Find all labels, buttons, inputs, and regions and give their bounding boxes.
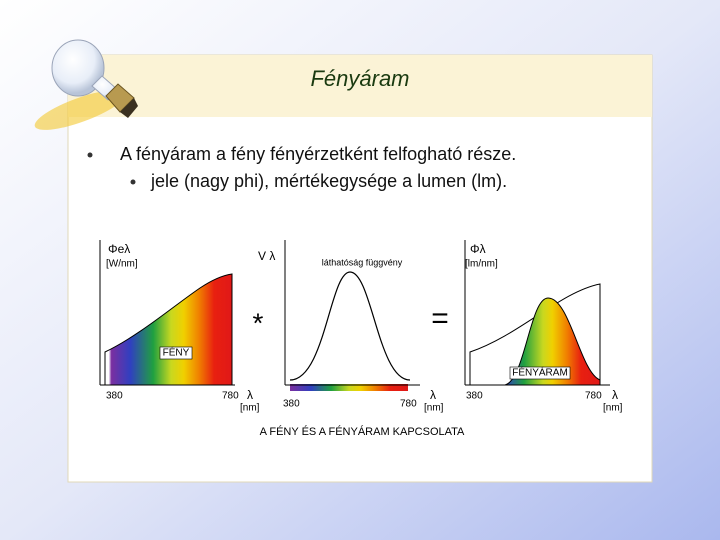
axis-unit: [lm/nm] bbox=[465, 259, 498, 270]
bullet-text: A fényáram a fény fényérzetként felfogha… bbox=[120, 144, 516, 164]
axis-start: 380 bbox=[466, 391, 483, 402]
curve-label: FÉNY bbox=[163, 346, 190, 359]
radiant-flux-curve bbox=[104, 273, 233, 386]
spectrum-bar bbox=[290, 384, 408, 391]
axes bbox=[99, 240, 610, 386]
axis-end: 780 bbox=[400, 399, 417, 410]
curve-label: FÉNYÁRAM bbox=[512, 366, 568, 379]
bullet-text: jele (nagy phi), mértékegysége a lumen (… bbox=[150, 171, 507, 191]
title-bar bbox=[68, 55, 652, 117]
axis-symbol: λ bbox=[612, 388, 618, 402]
operator: * bbox=[253, 307, 264, 338]
figure-caption: A FÉNY ÉS A FÉNYÁRAM KAPCSOLATA bbox=[260, 425, 465, 438]
axis-symbol: V λ bbox=[258, 249, 275, 263]
axis-unit: [nm] bbox=[240, 403, 260, 414]
axis-symbol: Φλ bbox=[470, 242, 486, 256]
figure bbox=[95, 228, 622, 445]
axis-symbol: λ bbox=[430, 388, 436, 402]
axis-start: 380 bbox=[283, 399, 300, 410]
axis-symbol: λ bbox=[247, 388, 253, 402]
curve-label: láthatóság függvény bbox=[322, 257, 403, 267]
bullet-marker bbox=[130, 179, 136, 185]
visibility-curve bbox=[289, 271, 411, 381]
luminous-flux-curve bbox=[504, 297, 601, 386]
axis-end: 780 bbox=[222, 391, 239, 402]
label-box bbox=[159, 346, 193, 360]
axis-unit: [W/nm] bbox=[106, 259, 138, 270]
label-box bbox=[509, 366, 571, 380]
axis-unit: [nm] bbox=[424, 403, 444, 414]
axis-symbol: Φeλ bbox=[108, 242, 130, 256]
axis-unit: [nm] bbox=[603, 403, 623, 414]
slide-title: Fényáram bbox=[310, 66, 409, 91]
axis-end: 780 bbox=[585, 391, 602, 402]
axis-start: 380 bbox=[106, 391, 123, 402]
bulb-icon bbox=[34, 39, 138, 130]
bullet-marker bbox=[87, 152, 93, 158]
operator: = bbox=[431, 302, 449, 335]
